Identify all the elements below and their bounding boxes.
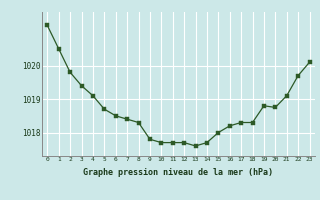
X-axis label: Graphe pression niveau de la mer (hPa): Graphe pression niveau de la mer (hPa) (84, 168, 273, 177)
